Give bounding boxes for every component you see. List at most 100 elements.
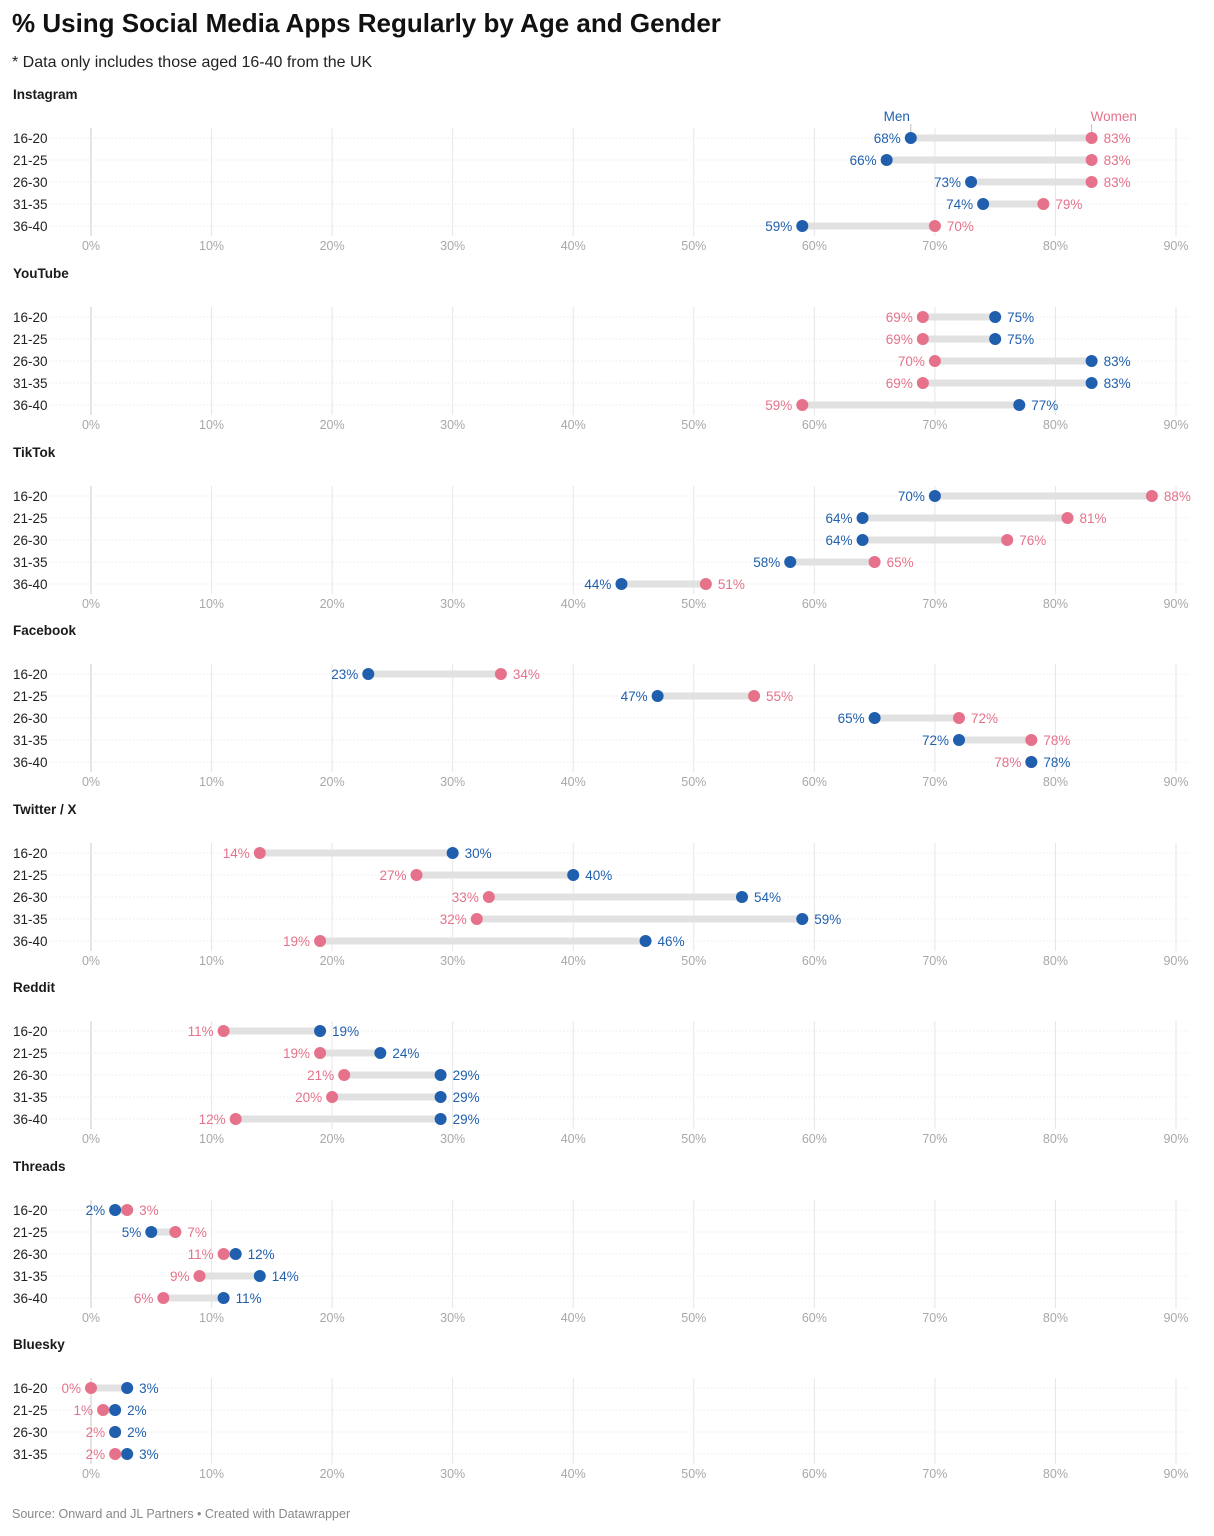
age-group-label: 21-25 [13, 1403, 48, 1418]
x-tick-label: 30% [440, 954, 465, 968]
women-value-label: 21% [307, 1068, 334, 1083]
women-dot [748, 690, 761, 702]
panel-title: Twitter / X [13, 802, 77, 817]
x-tick-label: 90% [1163, 1467, 1188, 1481]
men-dot [145, 1226, 158, 1238]
x-tick-label: 80% [1043, 1132, 1068, 1146]
women-value-label: 69% [886, 332, 913, 347]
x-tick-label: 40% [561, 239, 586, 253]
panel-title: Reddit [13, 980, 56, 995]
men-dot [229, 1248, 242, 1260]
women-value-label: 2% [86, 1425, 106, 1440]
men-value-label: 40% [585, 868, 612, 883]
age-group-label: 21-25 [13, 332, 48, 347]
women-value-label: 59% [765, 398, 792, 413]
men-dot [362, 668, 375, 680]
men-value-label: 77% [1031, 398, 1058, 413]
women-value-label: 81% [1080, 511, 1107, 526]
x-tick-label: 60% [802, 1311, 827, 1325]
women-value-label: 70% [947, 219, 974, 234]
age-group-label: 16-20 [13, 846, 48, 861]
women-dot [193, 1270, 206, 1282]
women-value-label: 2% [86, 1447, 106, 1462]
men-value-label: 29% [453, 1090, 480, 1105]
x-tick-label: 40% [561, 775, 586, 789]
source-note: Source: Onward and JL Partners • Created… [12, 1507, 351, 1521]
men-dot [796, 220, 809, 232]
x-tick-label: 20% [320, 954, 345, 968]
x-tick-label: 40% [561, 1132, 586, 1146]
x-tick-label: 20% [320, 418, 345, 432]
age-group-label: 31-35 [13, 376, 48, 391]
age-group-label: 26-30 [13, 1425, 48, 1440]
men-dot [856, 534, 869, 546]
women-dot [121, 1204, 134, 1216]
dot-range-chart: Instagram 0% 10% 20% 30% 40% 50% 60% 70% 80% 90% 16… [13, 87, 1191, 1481]
x-tick-label: 20% [320, 1467, 345, 1481]
women-dot [109, 1448, 122, 1460]
women-dot [410, 869, 423, 881]
men-value-label: 83% [1104, 376, 1131, 391]
x-tick-label: 70% [922, 1132, 947, 1146]
women-value-label: 19% [283, 1046, 310, 1061]
x-tick-label: 10% [199, 775, 224, 789]
x-tick-label: 30% [440, 418, 465, 432]
women-dot [928, 220, 941, 232]
x-tick-label: 60% [802, 1467, 827, 1481]
age-group-label: 21-25 [13, 868, 48, 883]
men-dot [977, 198, 990, 210]
men-dot [784, 556, 797, 568]
x-tick-label: 70% [922, 239, 947, 253]
x-tick-label: 10% [199, 1467, 224, 1481]
x-tick-label: 70% [922, 1467, 947, 1481]
age-group-label: 26-30 [13, 354, 48, 369]
x-tick-label: 0% [82, 597, 100, 611]
women-value-label: 1% [74, 1403, 94, 1418]
x-tick-label: 0% [82, 1467, 100, 1481]
age-group-label: 16-20 [13, 310, 48, 325]
men-dot [446, 847, 459, 859]
women-dot [699, 578, 712, 590]
age-group-label: 36-40 [13, 1291, 48, 1306]
women-value-label: 83% [1104, 131, 1131, 146]
men-dot [434, 1069, 447, 1081]
women-value-label: 65% [887, 555, 914, 570]
age-group-label: 21-25 [13, 1046, 48, 1061]
men-value-label: 2% [86, 1203, 106, 1218]
men-value-label: 73% [934, 175, 961, 190]
women-value-label: 27% [379, 868, 406, 883]
x-tick-label: 60% [802, 775, 827, 789]
x-tick-label: 60% [802, 1132, 827, 1146]
age-group-label: 31-35 [13, 1090, 48, 1105]
women-dot [85, 1382, 97, 1394]
women-value-label: 76% [1019, 533, 1046, 548]
women-dot [953, 712, 965, 724]
men-dot [1085, 377, 1098, 389]
women-dot [253, 847, 266, 859]
women-value-label: 20% [295, 1090, 322, 1105]
women-dot [470, 913, 483, 925]
women-dot [916, 333, 929, 345]
women-value-label: 70% [898, 354, 925, 369]
women-value-label: 55% [766, 689, 793, 704]
women-value-label: 33% [452, 890, 479, 905]
age-group-label: 21-25 [13, 153, 48, 168]
x-tick-label: 50% [681, 775, 706, 789]
women-dot [916, 311, 929, 323]
x-tick-label: 50% [681, 1311, 706, 1325]
men-dot [253, 1270, 266, 1282]
x-tick-label: 40% [561, 1467, 586, 1481]
x-tick-label: 50% [681, 1467, 706, 1481]
x-tick-label: 70% [922, 1311, 947, 1325]
men-value-label: 30% [465, 846, 492, 861]
men-value-label: 70% [898, 489, 925, 504]
x-tick-label: 60% [802, 418, 827, 432]
men-dot [1013, 399, 1026, 411]
men-dot [615, 578, 628, 590]
panel-title: Instagram [13, 87, 78, 102]
x-tick-label: 0% [82, 1311, 100, 1325]
women-value-label: 7% [187, 1225, 207, 1240]
men-value-label: 23% [331, 667, 358, 682]
x-tick-label: 10% [199, 1132, 224, 1146]
age-group-label: 36-40 [13, 755, 48, 770]
